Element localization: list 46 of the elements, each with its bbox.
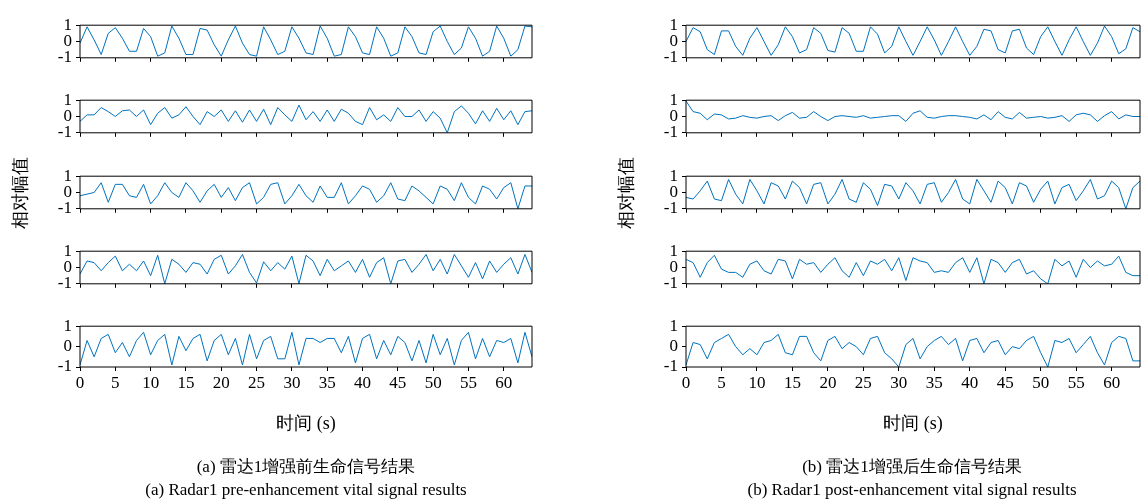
x-tick-label: 10 bbox=[748, 372, 766, 392]
x-axis-title: 时间 (s) bbox=[883, 412, 943, 434]
y-tick-label: -1 bbox=[57, 47, 72, 67]
y-tick-label: 0 bbox=[669, 336, 678, 356]
x-tick-label: 55 bbox=[1067, 372, 1085, 392]
x-tick-label: 45 bbox=[996, 372, 1014, 392]
x-tick-label: 15 bbox=[177, 372, 195, 392]
x-tick-label: 20 bbox=[819, 372, 837, 392]
x-tick-label: 50 bbox=[424, 372, 442, 392]
x-tick-label: 40 bbox=[354, 372, 371, 392]
y-tick-label: -1 bbox=[57, 273, 72, 293]
y-tick-label: -1 bbox=[663, 47, 678, 67]
text: (a) Radar1 pre-enhancement vital signal results bbox=[144, 480, 468, 499]
x-tick-label: 15 bbox=[783, 372, 801, 392]
x-tick-label: 35 bbox=[318, 372, 336, 392]
text: (a) 雷达1增强前生命信号结果 bbox=[195, 456, 417, 478]
x-tick-label: 55 bbox=[459, 372, 477, 392]
x-tick-label: 30 bbox=[283, 372, 301, 392]
text: (b) Radar1 post-enhancement vital signal results bbox=[746, 480, 1078, 499]
x-tick-label: 45 bbox=[389, 372, 407, 392]
y-tick-label: 0 bbox=[63, 336, 72, 356]
x-tick-label: 50 bbox=[1032, 372, 1050, 392]
x-tick-label: 60 bbox=[495, 372, 513, 392]
text: (b) 雷达1增强后生命信号结果 bbox=[801, 456, 1023, 478]
x-tick-label: 20 bbox=[212, 372, 230, 392]
x-tick-label: 35 bbox=[925, 372, 943, 392]
y-tick-label: -1 bbox=[57, 198, 72, 218]
y-tick-label: 1 bbox=[63, 315, 72, 335]
y-axis-title: 相对幅值 bbox=[615, 156, 637, 229]
x-tick-label: 60 bbox=[1103, 372, 1121, 392]
x-tick-label: 25 bbox=[248, 372, 266, 392]
x-tick-label: 25 bbox=[854, 372, 872, 392]
y-axis-title: 相对幅值 bbox=[9, 156, 31, 229]
x-axis-title: 时间 (s) bbox=[276, 412, 336, 434]
y-tick-label: -1 bbox=[663, 356, 678, 376]
y-tick-label: -1 bbox=[663, 198, 678, 218]
y-tick-label: -1 bbox=[663, 273, 678, 293]
y-tick-label: 1 bbox=[669, 315, 678, 335]
x-tick-label: 40 bbox=[961, 372, 979, 392]
y-tick-label: -1 bbox=[663, 122, 678, 142]
x-tick-label: 5 bbox=[111, 372, 120, 392]
y-tick-label: -1 bbox=[57, 356, 72, 376]
x-tick-label: 5 bbox=[717, 372, 726, 392]
x-tick-label: 10 bbox=[142, 372, 160, 392]
x-tick-label: 30 bbox=[890, 372, 908, 392]
y-tick-label: -1 bbox=[57, 122, 72, 142]
